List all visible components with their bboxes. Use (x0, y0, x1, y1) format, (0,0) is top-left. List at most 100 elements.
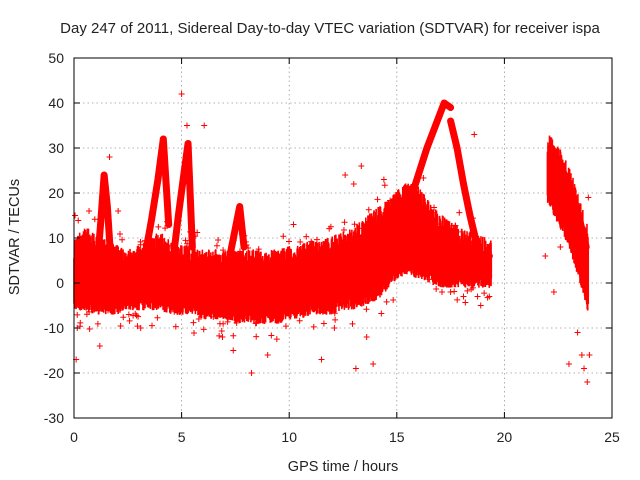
edge-marker (313, 236, 320, 243)
outlier-point (574, 329, 581, 336)
x-tick-label: 20 (497, 429, 513, 445)
outlier-point (581, 365, 588, 372)
edge-marker (390, 297, 397, 304)
edge-marker (286, 238, 293, 245)
edge-marker (86, 326, 93, 333)
edge-marker (191, 329, 198, 336)
edge-marker (365, 206, 372, 213)
edge-marker (130, 312, 137, 319)
edge-marker (390, 199, 397, 206)
edge-marker (340, 227, 347, 234)
outlier-point (477, 302, 484, 309)
edge-marker (308, 238, 315, 245)
edge-marker (117, 322, 124, 329)
edge-marker (184, 240, 191, 247)
edge-marker (215, 237, 222, 244)
edge-marker (174, 245, 181, 252)
outlier-point (264, 352, 271, 358)
edge-marker (104, 307, 111, 314)
outlier-point (486, 293, 493, 300)
outlier-point (96, 343, 103, 349)
edge-marker (241, 232, 248, 239)
outlier-point (460, 293, 467, 300)
edge-marker (74, 311, 81, 318)
outlier-point (391, 226, 398, 232)
edge-marker (245, 245, 252, 252)
x-tick-label: 0 (70, 429, 78, 445)
edge-marker (77, 319, 84, 326)
outlier-point (125, 311, 132, 318)
outlier-point (352, 365, 359, 372)
x-tick-label: 5 (178, 429, 186, 445)
outlier-point (195, 316, 202, 322)
x-tick-label: 25 (604, 429, 620, 445)
outlier-point (557, 244, 564, 250)
outlier-point (542, 253, 549, 259)
y-tick-label: 50 (48, 50, 64, 66)
edge-marker (474, 293, 481, 300)
edge-marker (182, 237, 189, 244)
outlier-point (137, 325, 144, 331)
edge-marker (351, 221, 358, 228)
outlier-point (219, 334, 226, 340)
outlier-point (565, 361, 572, 367)
edge-marker (448, 279, 455, 286)
edge-marker (230, 237, 237, 244)
edge-marker (285, 249, 292, 256)
outlier-point (370, 361, 377, 367)
edge-marker (132, 298, 139, 305)
edge-marker (359, 297, 366, 304)
x-tick-label: 15 (389, 429, 405, 445)
edge-marker (134, 323, 141, 330)
edge-marker (75, 217, 82, 224)
edge-marker (356, 225, 363, 232)
edge-marker (142, 237, 149, 244)
edge-marker (233, 319, 240, 326)
edge-marker (216, 320, 223, 327)
x-axis-label: GPS time / hours (288, 459, 398, 475)
edge-marker (431, 204, 438, 211)
outlier-point (578, 352, 585, 358)
trace-decay-19h (393, 198, 493, 260)
edge-marker (320, 302, 327, 309)
edge-marker (210, 313, 217, 320)
outlier-point (584, 379, 591, 385)
edge-marker (172, 233, 179, 240)
trace-fall-18.5h (447, 117, 487, 264)
edge-marker (341, 219, 348, 226)
outlier-point (230, 347, 237, 354)
outlier-point (586, 352, 593, 358)
outlier-point (447, 289, 454, 295)
edge-marker (387, 197, 394, 204)
outlier-point (438, 289, 445, 295)
edge-marker (363, 306, 370, 313)
outlier-point (363, 334, 370, 340)
edge-marker (223, 308, 230, 315)
edge-marker (273, 336, 280, 343)
edge-marker (481, 290, 488, 297)
y-tick-label: 0 (56, 275, 64, 291)
edge-marker (86, 308, 93, 315)
edge-marker (326, 225, 333, 232)
outlier-point (201, 122, 208, 129)
edge-marker (126, 317, 133, 324)
edge-marker (253, 333, 260, 340)
edge-marker (119, 236, 126, 243)
edge-marker (426, 276, 433, 283)
edge-marker (144, 242, 151, 249)
outlier-point (550, 289, 557, 295)
outlier-point (290, 221, 297, 228)
edge-marker (429, 209, 436, 216)
outlier-point (342, 172, 349, 178)
y-tick-label: -10 (44, 320, 64, 336)
edge-marker (296, 317, 303, 324)
edge-marker (164, 218, 171, 225)
edge-marker (454, 296, 461, 303)
edge-marker (383, 298, 390, 305)
edge-marker (462, 299, 469, 306)
edge-marker (242, 238, 249, 245)
outlier-point (350, 181, 357, 187)
outlier-point (471, 131, 478, 138)
y-tick-label: 30 (48, 140, 64, 156)
